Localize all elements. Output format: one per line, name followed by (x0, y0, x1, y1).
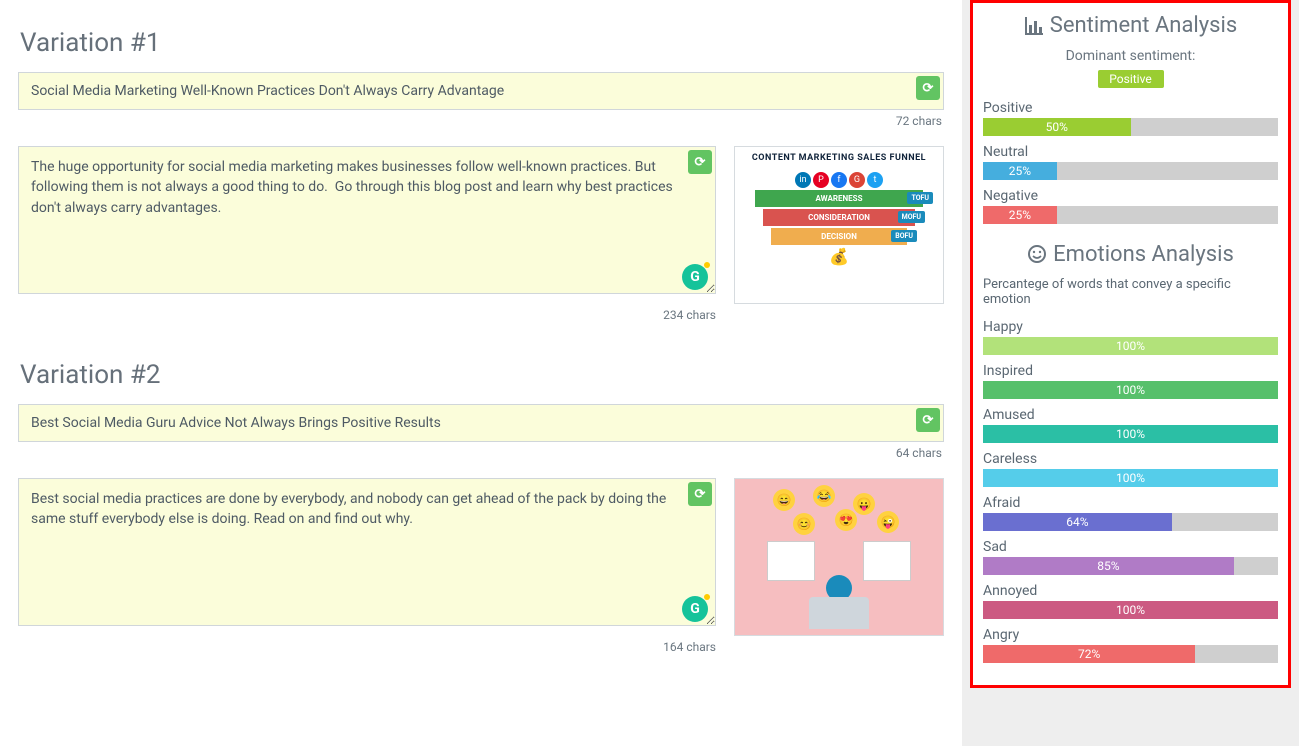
analysis-panel: Sentiment Analysis Dominant sentiment: P… (970, 0, 1291, 688)
bar-fill: 64% (983, 513, 1172, 531)
bar-label: Negative (983, 188, 1278, 204)
bar-row: Annoyed 100% (983, 583, 1278, 619)
bar-label: Positive (983, 100, 1278, 116)
bar-fill: 100% (983, 425, 1278, 443)
bar-track: 64% (983, 513, 1278, 531)
bar-row: Positive 50% (983, 100, 1278, 136)
emotion-bars: Happy 100% Inspired 100% Amused 100% Careless 1… (983, 319, 1278, 663)
bar-fill: 100% (983, 381, 1278, 399)
smile-icon (1027, 244, 1047, 264)
variation-block-1: Variation #1 ⟳ 72 chars ⟳ CONTENT MARKET… (18, 28, 944, 322)
bar-fill: 50% (983, 118, 1131, 136)
funnel-title: CONTENT MARKETING SALES FUNNEL (741, 153, 937, 163)
bar-label: Neutral (983, 144, 1278, 160)
bar-row: Angry 72% (983, 627, 1278, 663)
thumbnail[interactable]: 😄 😂 😛 😊 😍 😜 (734, 478, 944, 636)
dominant-sentiment-badge: Positive (1098, 70, 1164, 88)
bar-row: Neutral 25% (983, 144, 1278, 180)
variation-block-2: Variation #2 ⟳ 64 chars ⟳ 😄 😂 😛 (18, 360, 944, 654)
bar-label: Amused (983, 407, 1278, 423)
main-column: Variation #1 ⟳ 72 chars ⟳ CONTENT MARKET… (0, 0, 962, 746)
title-input[interactable] (18, 72, 944, 110)
bar-row: Negative 25% (983, 188, 1278, 224)
side-column: Sentiment Analysis Dominant sentiment: P… (962, 0, 1299, 746)
bar-chart-icon (1024, 17, 1044, 35)
bar-label: Sad (983, 539, 1278, 555)
bar-track: 100% (983, 337, 1278, 355)
body-row: ⟳ CONTENT MARKETING SALES FUNNEL inPfGt … (18, 146, 944, 304)
funnel-band: AWARENESSTOFU (755, 190, 923, 207)
dominant-sentiment-label: Dominant sentiment: (983, 48, 1278, 64)
bar-fill: 72% (983, 645, 1195, 663)
bar-track: 72% (983, 645, 1278, 663)
bar-track: 100% (983, 469, 1278, 487)
bar-row: Afraid 64% (983, 495, 1278, 531)
variation-heading: Variation #2 (20, 360, 944, 390)
refresh-body-button[interactable]: ⟳ (688, 150, 712, 174)
bar-track: 100% (983, 601, 1278, 619)
title-field-wrap: ⟳ (18, 404, 944, 442)
funnel-band: DECISIONBOFU (771, 228, 907, 245)
grammarly-icon[interactable] (682, 596, 708, 622)
bar-row: Happy 100% (983, 319, 1278, 355)
sentiment-panel-title: Sentiment Analysis (983, 13, 1278, 38)
bar-row: Amused 100% (983, 407, 1278, 443)
emotions-panel-title: Emotions Analysis (983, 242, 1278, 267)
bar-fill: 100% (983, 337, 1278, 355)
bar-label: Happy (983, 319, 1278, 335)
body-field-wrap: ⟳ (18, 478, 716, 630)
body-char-count: 234 chars (18, 308, 716, 322)
thumbnail[interactable]: CONTENT MARKETING SALES FUNNEL inPfGt AW… (734, 146, 944, 304)
emotions-subtitle: Percantege of words that convey a specif… (983, 277, 1278, 307)
grammarly-icon[interactable] (682, 264, 708, 290)
bar-fill: 85% (983, 557, 1234, 575)
title-char-count: 64 chars (18, 446, 942, 460)
bar-row: Careless 100% (983, 451, 1278, 487)
refresh-body-button[interactable]: ⟳ (688, 482, 712, 506)
funnel-social-icons: inPfGt (741, 167, 937, 188)
title-char-count: 72 chars (18, 114, 942, 128)
bar-fill: 25% (983, 162, 1057, 180)
funnel-money-icon: 💰 (741, 247, 937, 266)
refresh-icon: ⟳ (695, 487, 706, 502)
bar-track: 85% (983, 557, 1278, 575)
bar-label: Afraid (983, 495, 1278, 511)
bar-label: Inspired (983, 363, 1278, 379)
refresh-icon: ⟳ (695, 155, 706, 170)
bar-track: 100% (983, 381, 1278, 399)
body-input[interactable] (18, 478, 716, 626)
body-row: ⟳ 😄 😂 😛 😊 😍 😜 (18, 478, 944, 636)
funnel-band: CONSIDERATIONMOFU (763, 209, 915, 226)
refresh-title-button[interactable]: ⟳ (916, 76, 940, 100)
bar-row: Inspired 100% (983, 363, 1278, 399)
title-input[interactable] (18, 404, 944, 442)
bar-fill: 25% (983, 206, 1057, 224)
refresh-icon: ⟳ (923, 413, 934, 428)
body-field-wrap: ⟳ (18, 146, 716, 298)
refresh-icon: ⟳ (923, 81, 934, 96)
title-field-wrap: ⟳ (18, 72, 944, 110)
bar-label: Careless (983, 451, 1278, 467)
bar-track: 50% (983, 118, 1278, 136)
bar-track: 100% (983, 425, 1278, 443)
bar-fill: 100% (983, 601, 1278, 619)
body-input[interactable] (18, 146, 716, 294)
body-char-count: 164 chars (18, 640, 716, 654)
bar-track: 25% (983, 162, 1278, 180)
refresh-title-button[interactable]: ⟳ (916, 408, 940, 432)
emoji-graphic: 😄 😂 😛 😊 😍 😜 (735, 479, 943, 635)
funnel-graphic: CONTENT MARKETING SALES FUNNEL inPfGt AW… (735, 147, 943, 303)
bar-label: Annoyed (983, 583, 1278, 599)
bar-track: 25% (983, 206, 1278, 224)
bar-label: Angry (983, 627, 1278, 643)
variation-heading: Variation #1 (20, 28, 944, 58)
bar-fill: 100% (983, 469, 1278, 487)
sentiment-bars: Positive 50% Neutral 25% Negative 25% (983, 100, 1278, 224)
bar-row: Sad 85% (983, 539, 1278, 575)
